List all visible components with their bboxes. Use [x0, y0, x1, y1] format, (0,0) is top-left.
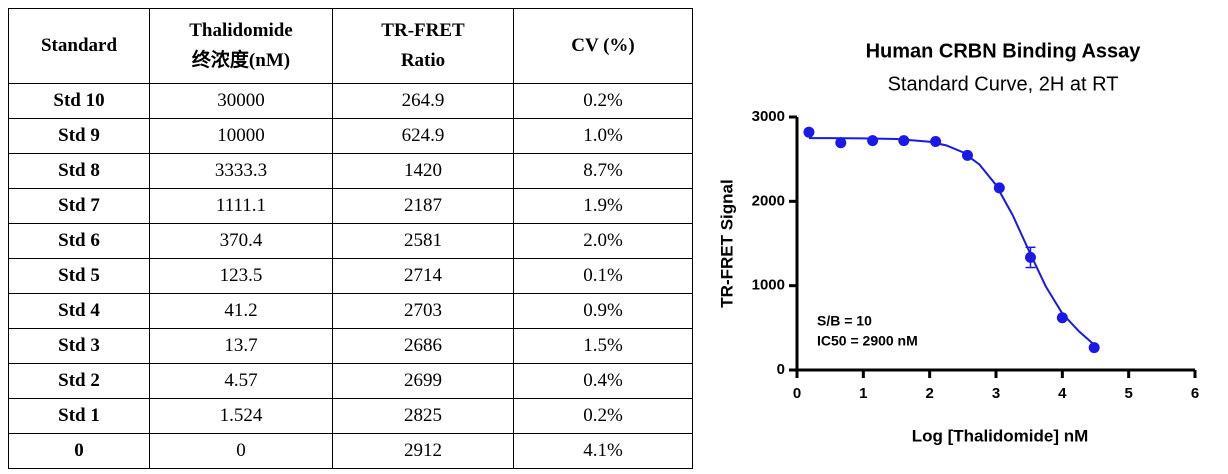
table-row: Std 4 41.2 2703 0.9%: [8, 293, 693, 329]
chart: Human CRBN Binding Assay Standard Curve,…: [717, 40, 1199, 445]
table-cell: 1.0%: [513, 118, 693, 154]
x-tick-label: 6: [1191, 385, 1199, 402]
table-cell: Std 4: [8, 293, 150, 329]
data-point: [1024, 251, 1036, 263]
header-text: CV (%): [571, 35, 635, 56]
chart-title: Human CRBN Binding Assay: [866, 40, 1142, 62]
data-point: [993, 182, 1005, 194]
table-cell: 0.4%: [513, 363, 693, 399]
header-text: Standard: [40, 35, 118, 56]
table-cell: 8.7%: [513, 153, 693, 189]
table-row: Std 6 370.4 2581 2.0%: [8, 223, 693, 259]
data-point: [930, 135, 942, 147]
header-cell: TR-FRET Ratio: [332, 8, 514, 84]
table-cell: 2.0%: [513, 223, 693, 259]
table-cell: 3333.3: [149, 153, 333, 189]
annotation: S/B = 10: [817, 313, 872, 329]
table-cell: 264.9: [332, 83, 514, 119]
x-tick-label: 4: [1058, 385, 1067, 402]
table-cell: 30000: [149, 83, 333, 119]
table-cell: 1.5%: [513, 328, 693, 364]
x-tick-label: 3: [992, 385, 1000, 402]
table-cell: 624.9: [332, 118, 514, 154]
table-row: 0 0 2912 4.1%: [8, 433, 693, 469]
data-table: Standard Thalidomide 终浓度(nM) TR-FRET Ratio CV…: [8, 8, 693, 469]
table-row: Std 3 13.7 2686 1.5%: [8, 328, 693, 364]
table-cell: 123.5: [149, 258, 333, 294]
table-row: Std 10 30000 264.9 0.2%: [8, 83, 693, 119]
x-tick-label: 1: [859, 385, 867, 402]
table-cell: Std 8: [8, 153, 150, 189]
y-axis-label: TR-FRET Signal: [717, 179, 736, 307]
x-tick-label: 0: [793, 385, 801, 402]
table-cell: 2912: [332, 433, 514, 469]
data-point: [803, 126, 815, 138]
table-row: Std 9 10000 624.9 1.0%: [8, 118, 693, 154]
x-axis-label: Log [Thalidomide] nM: [912, 426, 1089, 445]
x-tick-label: 2: [925, 385, 933, 402]
data-point: [835, 137, 847, 149]
table-row: Std 7 1111.1 2187 1.9%: [8, 188, 693, 224]
table-cell: 1.9%: [513, 188, 693, 224]
table-cell: 2581: [332, 223, 514, 259]
header-row: Standard Thalidomide 终浓度(nM) TR-FRET Ratio CV…: [8, 8, 693, 84]
table-cell: 2686: [332, 328, 514, 364]
table-cell: Std 7: [8, 188, 150, 224]
table-cell: 0: [8, 433, 150, 469]
header-text: 终浓度(nM): [191, 50, 291, 71]
header-cell: Standard: [8, 8, 150, 84]
table-cell: 2825: [332, 398, 514, 434]
table-cell: 0: [149, 433, 333, 469]
table-cell: 1.524: [149, 398, 333, 434]
table-cell: 13.7: [149, 328, 333, 364]
table-row: Std 1 1.524 2825 0.2%: [8, 398, 693, 434]
table-cell: 2187: [332, 188, 514, 224]
data-point: [961, 149, 973, 161]
table-row: Std 8 3333.3 1420 8.7%: [8, 153, 693, 189]
table-cell: 1111.1: [149, 188, 333, 224]
table-cell: 0.2%: [513, 398, 693, 434]
table-cell: 2703: [332, 293, 514, 329]
annotation: IC50 = 2900 nM: [817, 333, 918, 349]
y-tick-label: 3000: [752, 108, 785, 125]
table-cell: Std 1: [8, 398, 150, 434]
table-cell: 4.1%: [513, 433, 693, 469]
y-tick-label: 0: [777, 361, 785, 378]
data-point: [1056, 312, 1068, 324]
header-cell: Thalidomide 终浓度(nM): [149, 8, 333, 84]
table-cell: 10000: [149, 118, 333, 154]
table-cell: Std 5: [8, 258, 150, 294]
table-cell: Std 9: [8, 118, 150, 154]
header-text: Thalidomide: [189, 20, 293, 41]
table-cell: Std 10: [8, 83, 150, 119]
table-cell: 1420: [332, 153, 514, 189]
table-cell: 4.57: [149, 363, 333, 399]
table-cell: 2714: [332, 258, 514, 294]
y-tick-label: 2000: [752, 192, 785, 209]
header-text: TR-FRET: [381, 20, 465, 41]
header-cell: CV (%): [513, 8, 693, 84]
data-point: [898, 135, 910, 147]
x-tick-label: 5: [1124, 385, 1132, 402]
table-cell: 0.9%: [513, 293, 693, 329]
table-body: Std 10 30000 264.9 0.2% Std 9 10000 624.9 1.0% S…: [8, 83, 693, 469]
table-cell: 2699: [332, 363, 514, 399]
table-cell: 0.2%: [513, 83, 693, 119]
table-cell: 370.4: [149, 223, 333, 259]
table-cell: Std 2: [8, 363, 150, 399]
table-cell: 0.1%: [513, 258, 693, 294]
table-cell: Std 6: [8, 223, 150, 259]
chart-subtitle: Standard Curve, 2H at RT: [888, 73, 1119, 95]
data-point: [867, 135, 879, 147]
table-row: Std 2 4.57 2699 0.4%: [8, 363, 693, 399]
y-tick-label: 1000: [752, 277, 785, 294]
table-cell: Std 3: [8, 328, 150, 364]
table-row: Std 5 123.5 2714 0.1%: [8, 258, 693, 294]
table-cell: 41.2: [149, 293, 333, 329]
data-point: [1088, 342, 1100, 354]
header-text: Ratio: [400, 50, 446, 71]
